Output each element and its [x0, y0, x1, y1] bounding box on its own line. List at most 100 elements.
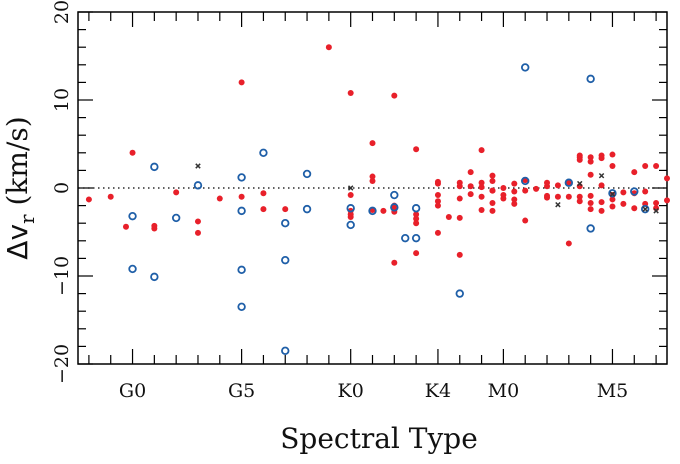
filled-data-point [609, 163, 616, 169]
filled-data-point [511, 180, 518, 187]
filled-data-point [511, 196, 518, 203]
filled-data-point [413, 146, 420, 153]
cross-data-point [555, 201, 561, 208]
filled-data-point [653, 163, 660, 169]
filled-data-point [533, 185, 540, 192]
filled-data-point [489, 187, 496, 194]
y-axis-title-unit: (km/s) [1, 116, 34, 214]
open-data-point [193, 181, 203, 190]
open-data-point [150, 162, 159, 172]
filled-data-point [511, 200, 518, 207]
open-data-point [281, 255, 290, 265]
axis-ticks-group [78, 11, 667, 365]
x-tick-label: K0 [338, 380, 364, 402]
filled-data-point [587, 171, 594, 178]
filled-data-point [609, 196, 616, 203]
filled-data-point [554, 193, 561, 200]
open-data-point [564, 178, 574, 187]
open-data-point [346, 204, 355, 213]
y-tick-label: 0 [51, 182, 73, 194]
cross-data-point [609, 191, 616, 197]
y-tick-label: 10 [51, 88, 73, 112]
open-data-point [521, 176, 530, 186]
open-data-point [171, 213, 181, 223]
filled-data-point [609, 151, 616, 158]
filled-data-point [434, 229, 441, 236]
filled-data-point [194, 229, 201, 236]
filled-data-point [653, 199, 660, 206]
filled-data-point [380, 207, 387, 214]
filled-data-point [478, 207, 485, 213]
filled-data-point [565, 240, 572, 247]
filled-data-point [598, 207, 605, 214]
filled-data-point [620, 200, 627, 207]
open-data-point [586, 74, 595, 84]
open-data-point [128, 264, 137, 274]
open-data-point [630, 187, 639, 196]
filled-data-point [522, 217, 529, 224]
filled-data-point [456, 183, 463, 190]
filled-data-point [489, 199, 496, 206]
filled-data-point [576, 152, 583, 159]
x-tick-label: K4 [425, 380, 451, 402]
cross-data-point [653, 208, 659, 214]
filled-data-point [347, 214, 354, 221]
open-data-point [302, 204, 312, 214]
filled-data-point [122, 223, 129, 230]
y-tick-label: −10 [51, 256, 73, 296]
axis-tick-labels-group: −20 −10 0 10 20 G0 G5 K0 K4 M0 M5 [51, 0, 628, 402]
filled-data-point [413, 220, 420, 227]
x-tick-label: M0 [488, 380, 520, 402]
data-points-group [85, 44, 670, 355]
filled-data-point [565, 179, 572, 186]
filled-data-point [413, 211, 420, 218]
filled-data-point [347, 89, 354, 96]
filled-data-point [107, 193, 114, 200]
filled-data-point [489, 207, 496, 214]
filled-data-point [391, 92, 398, 99]
filled-data-point [456, 251, 463, 258]
filled-data-point [631, 169, 638, 176]
filled-data-point [576, 156, 583, 163]
filled-data-point [194, 218, 201, 225]
filled-data-point [347, 192, 354, 199]
filled-data-point [434, 180, 441, 187]
filled-data-point [238, 193, 245, 200]
filled-data-point [260, 190, 267, 197]
cross-data-point [598, 172, 605, 179]
filled-data-point [467, 191, 474, 198]
open-data-point [455, 289, 464, 298]
filled-data-point [456, 214, 463, 221]
filled-data-point [489, 177, 496, 184]
filled-data-point [445, 214, 452, 221]
filled-data-point [434, 202, 441, 209]
filled-data-point [282, 206, 289, 213]
cross-data-point [195, 163, 201, 169]
open-data-point [237, 173, 246, 182]
filled-data-point [664, 197, 670, 204]
x-tick-label: G0 [119, 380, 146, 402]
filled-data-point [500, 185, 507, 191]
open-data-point [411, 233, 421, 243]
filled-data-point [216, 195, 223, 202]
filled-data-point [554, 182, 561, 189]
filled-data-point [173, 189, 180, 196]
filled-data-point [369, 177, 376, 184]
y-axis-title-main: Δv [1, 224, 34, 260]
x-axis-title: Spectral Type [280, 422, 478, 455]
x-tick-label: M5 [597, 380, 629, 402]
open-data-point [259, 148, 268, 157]
open-data-point [150, 272, 159, 282]
filled-data-point [587, 206, 594, 213]
filled-data-point [609, 203, 616, 210]
open-data-point [608, 189, 617, 198]
filled-data-point [478, 184, 485, 191]
y-tick-label: 20 [51, 0, 73, 24]
open-data-point [302, 169, 312, 179]
filled-data-point [85, 196, 92, 203]
filled-data-point [598, 155, 605, 162]
y-axis-title: Δvr (km/s) [1, 116, 39, 259]
filled-data-point [478, 193, 485, 200]
filled-data-point [467, 169, 474, 176]
filled-data-point [413, 250, 420, 257]
